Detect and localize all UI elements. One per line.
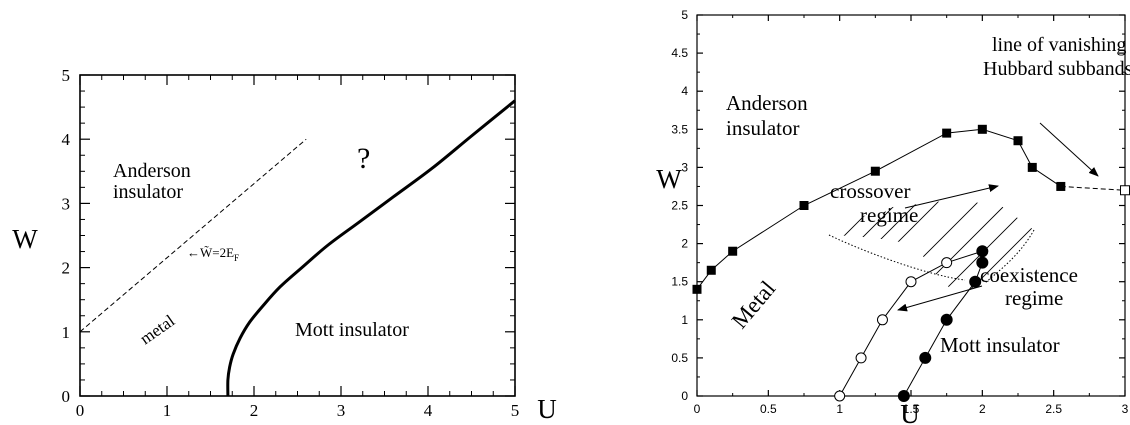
y-tick-label: 3 <box>62 194 71 213</box>
right-annotation-hubbard: Hubbard subbands <box>983 58 1130 80</box>
right-point-open-circle <box>834 390 846 402</box>
left-ticks: 0 1 2 3 4 5 0 1 2 3 4 5 <box>62 66 520 420</box>
right-ticks: 0 0.5 1 1.5 2 2.5 3 0 0.5 1 1.5 2 2.5 3 3.5 4 4.5 5 <box>671 8 1128 416</box>
x-tick-label: 2 <box>250 401 259 420</box>
y-tick-label: 2 <box>62 259 71 278</box>
right-point-filled-square <box>1027 162 1037 172</box>
y-tick-label: 1.5 <box>671 275 688 289</box>
right-annotation-insulator: insulator <box>726 116 800 140</box>
left-xlabel: U <box>537 394 557 424</box>
left-annotation-question: ? <box>357 142 370 175</box>
left-annotation-anderson: Anderson <box>113 160 191 182</box>
left-series <box>79 99 516 397</box>
x-tick-label: 0.5 <box>760 402 777 416</box>
right-point-open-circle <box>855 352 867 364</box>
right-annotation-mott: Mott insulator <box>940 333 1060 357</box>
right-point-filled-circle <box>919 351 932 364</box>
right-series-line-2 <box>839 250 983 397</box>
y-tick-label: 2.5 <box>671 199 688 213</box>
right-annotation-coexistence-regime: regime <box>1005 286 1063 310</box>
right-point-filled-square <box>728 246 738 256</box>
x-tick-label: 5 <box>511 401 520 420</box>
right-annotation-coexistence: coexistence <box>980 263 1078 287</box>
right-annotation-metal: Metal <box>727 276 781 333</box>
x-tick-label: 1.5 <box>903 402 920 416</box>
x-tick-label: 4 <box>424 401 433 420</box>
y-tick-label: 1 <box>62 323 71 342</box>
x-tick-label: 3 <box>1122 402 1129 416</box>
left-annotation-walpha: ←W̃=2EF <box>187 245 239 263</box>
left-series-dashed-line <box>79 138 307 333</box>
x-tick-label: 1 <box>836 402 843 416</box>
left-phase-diagram: 0 1 2 3 4 5 0 1 2 3 4 5 U W Anderson insulator ? ←W… <box>12 66 556 424</box>
left-annotation-walpha-main: ←W̃=2E <box>187 245 234 260</box>
right-annotation-line-of-vanishing: line of vanishing <box>992 34 1126 56</box>
y-tick-label: 0 <box>62 387 71 406</box>
right-point-filled-circle <box>976 245 989 258</box>
x-tick-label: 3 <box>337 401 346 420</box>
right-point-open-circle <box>905 276 917 288</box>
y-tick-label: 5 <box>62 66 71 85</box>
right-annotation-anderson: Anderson <box>726 91 808 115</box>
right-point-filled-square <box>692 284 702 294</box>
right-point-open-circle <box>876 314 888 326</box>
x-tick-label: 0 <box>694 402 701 416</box>
right-point-filled-square <box>1013 136 1023 146</box>
right-phase-diagram: 0 0.5 1 1.5 2 2.5 3 0 0.5 1 1.5 2 2.5 3 3.5 4 4.5 5 U W A… <box>656 8 1130 425</box>
left-annotation-walpha-sub: F <box>234 253 239 263</box>
left-annotation-mott: Mott insulator <box>295 319 409 341</box>
crossover-boundary-right <box>984 229 1035 284</box>
hubbard-arrow <box>1039 122 1099 177</box>
x-tick-label: 0 <box>76 401 85 420</box>
y-tick-label: 4 <box>681 84 688 98</box>
left-plot-frame <box>79 74 516 397</box>
right-series-line-1 <box>1060 185 1126 191</box>
right-point-filled-square <box>799 201 809 210</box>
right-xlabel: U <box>900 399 920 425</box>
left-annotation-metal: metal <box>136 311 178 348</box>
y-tick-label: 4 <box>62 130 71 149</box>
right-point-filled-circle <box>897 390 910 402</box>
y-tick-label: 3.5 <box>671 122 688 136</box>
right-point-filled-circle <box>976 256 989 269</box>
right-point-filled-circle <box>969 275 982 288</box>
right-point-open-square <box>1120 185 1130 196</box>
y-tick-label: 3 <box>681 160 688 174</box>
right-point-filled-square <box>870 166 880 176</box>
right-point-filled-square <box>706 265 716 275</box>
right-ylabel: W <box>656 164 682 194</box>
right-point-open-circle <box>941 257 953 269</box>
right-point-filled-circle <box>940 313 953 326</box>
crossover-arrow <box>904 184 999 209</box>
y-tick-label: 1 <box>681 313 688 327</box>
right-annotation-crossover-regime: regime <box>860 203 918 227</box>
left-ylabel: W <box>12 224 38 254</box>
left-annotation-insulator: insulator <box>113 181 183 203</box>
y-tick-label: 0.5 <box>671 351 688 365</box>
x-tick-label: 2 <box>979 402 986 416</box>
right-series <box>692 124 1130 402</box>
coexistence-arrow <box>897 285 983 312</box>
left-series-mott-boundary <box>226 99 516 397</box>
right-point-filled-square <box>977 124 987 134</box>
x-tick-label: 2.5 <box>1045 402 1062 416</box>
y-tick-label: 0 <box>681 389 688 403</box>
y-tick-label: 4.5 <box>671 46 688 60</box>
right-series-line-0 <box>696 128 1062 290</box>
right-point-filled-square <box>942 128 952 138</box>
y-tick-label: 5 <box>681 8 688 22</box>
right-annotation-crossover: crossover <box>830 179 910 203</box>
y-tick-label: 2 <box>681 237 688 251</box>
crossover-boundary-left <box>828 234 966 281</box>
x-tick-label: 1 <box>163 401 172 420</box>
